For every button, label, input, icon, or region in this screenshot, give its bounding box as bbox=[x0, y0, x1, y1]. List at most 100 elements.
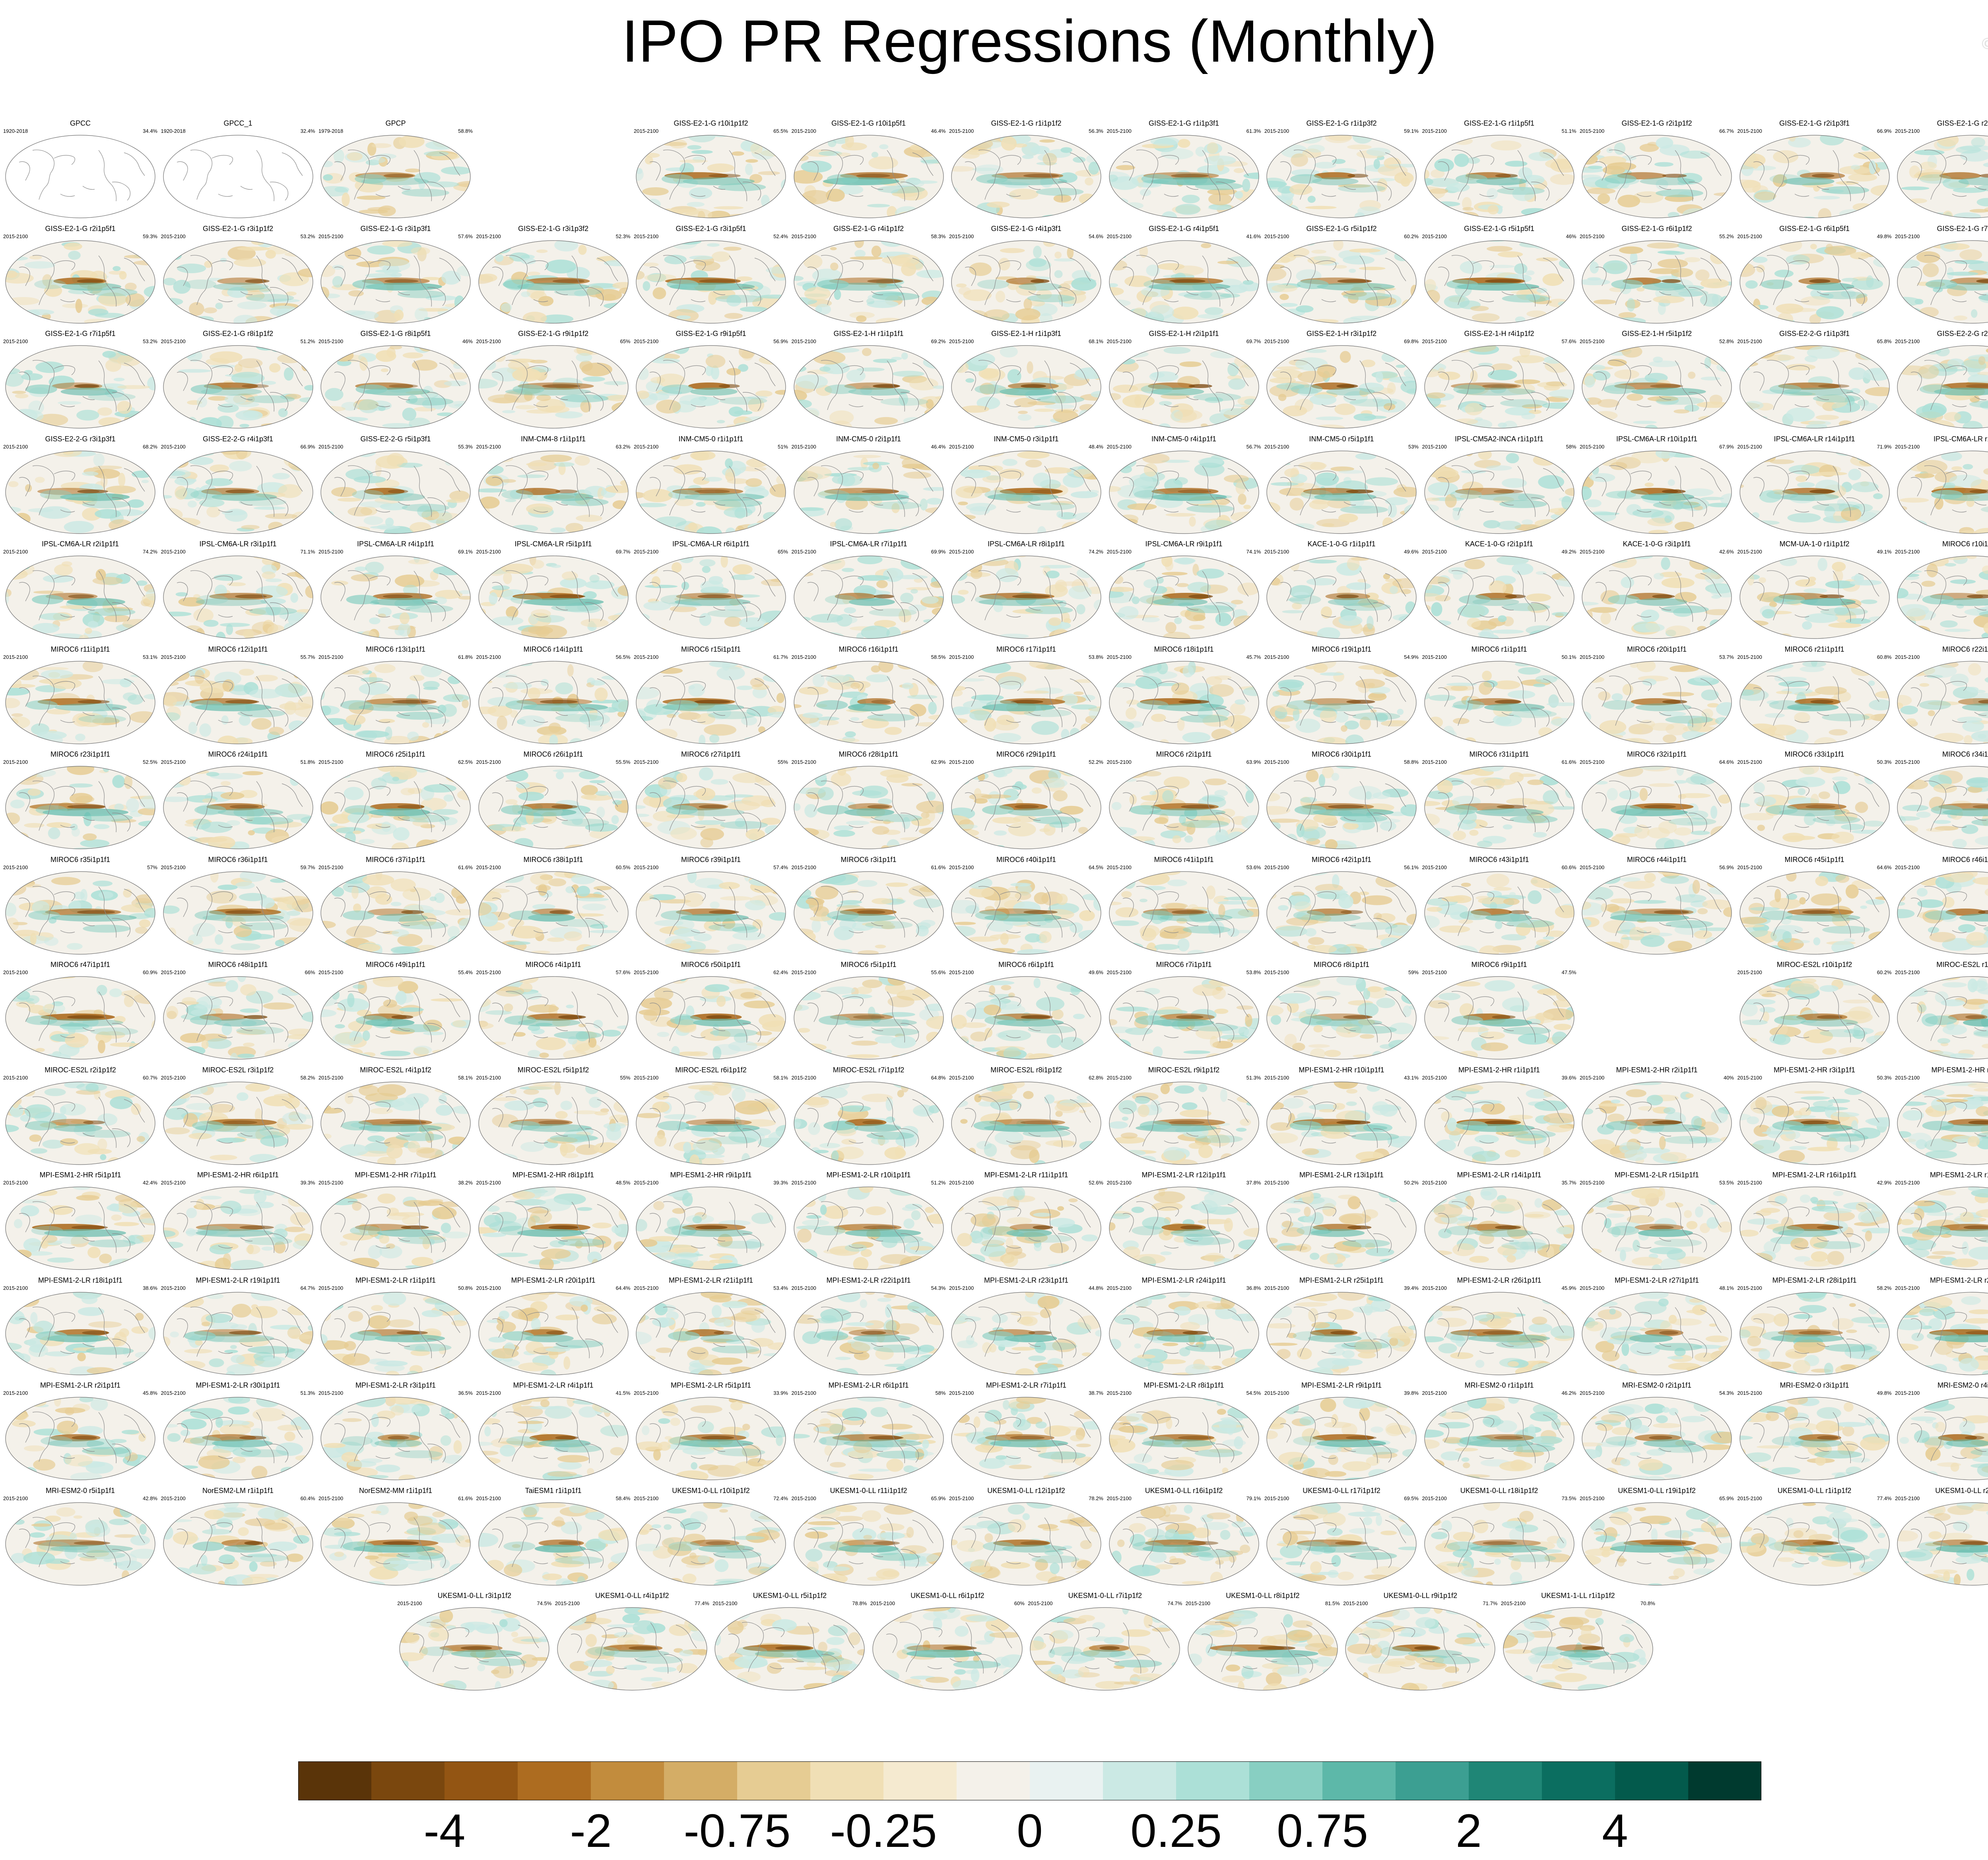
panel-period: 2015-2100 bbox=[161, 1180, 186, 1186]
panel-map bbox=[320, 240, 471, 324]
panel-title: MPI-ESM1-2-LR r28i1p1f1 bbox=[1772, 1276, 1857, 1284]
panel-map bbox=[872, 1607, 1023, 1691]
map-panel: MPI-ESM1-2-HR r5i1p1f1 2015-2100 42.4% bbox=[2, 1171, 158, 1272]
panel-period: 2015-2100 bbox=[3, 969, 28, 975]
panel-title: UKESM1-0-LL r3i1p1f2 bbox=[437, 1592, 512, 1600]
panel-variance-pct: 51.3% bbox=[1246, 1074, 1261, 1081]
panel-variance-pct: 61.6% bbox=[1561, 759, 1576, 765]
panel-map bbox=[399, 1607, 549, 1691]
panel-variance-pct: 58.1% bbox=[773, 1074, 788, 1081]
panel-map bbox=[1109, 1081, 1259, 1165]
panel-period: 2015-2100 bbox=[634, 233, 659, 239]
panel-title: GISS-E2-1-G r10i1p5f1 bbox=[831, 119, 906, 127]
panel-title: GISS-E2-2-G r1i1p3f1 bbox=[1779, 330, 1850, 338]
map-panel: GISS-E2-1-G r1i1p3f2 2015-2100 59.1% bbox=[1264, 119, 1419, 221]
map-panel: IPSL-CM6A-LR r7i1p1f1 2015-2100 69.9% bbox=[791, 540, 947, 641]
panel-period: 2015-2100 bbox=[318, 969, 344, 975]
panel-variance-pct: 49.2% bbox=[1561, 549, 1576, 555]
panel-period: 2015-2100 bbox=[318, 654, 344, 660]
panel-map bbox=[1503, 1607, 1653, 1691]
panel-period: 2015-2100 bbox=[1580, 654, 1605, 660]
panel-title: MPI-ESM1-2-LR r14i1p1f1 bbox=[1457, 1171, 1541, 1179]
panel-period: 2015-2100 bbox=[476, 233, 501, 239]
panel-map bbox=[1266, 1397, 1417, 1480]
panel-title: MPI-ESM1-2-LR r7i1p1f1 bbox=[986, 1381, 1067, 1389]
map-panel: MRI-ESM2-0 r1i1p1f1 2015-2100 46.2% bbox=[1421, 1381, 1577, 1483]
panel-period: 2015-2100 bbox=[3, 338, 28, 344]
panel-variance-pct: 65.9% bbox=[1719, 1495, 1734, 1501]
map-panel: MRI-ESM2-0 r3i1p1f1 2015-2100 49.8% bbox=[1737, 1381, 1893, 1483]
panel-variance-pct: 61.6% bbox=[458, 864, 473, 870]
panel-map bbox=[5, 1186, 155, 1270]
map-panel: MIROC6 r35i1p1f1 2015-2100 57% bbox=[2, 856, 158, 957]
panel-title: MPI-ESM1-2-LR r12i1p1f1 bbox=[1142, 1171, 1226, 1179]
panel-period: 2015-2100 bbox=[1580, 1285, 1605, 1291]
panel-period: 2015-2100 bbox=[1422, 338, 1447, 344]
map-panel: MIROC-ES2L r8i1p1f2 2015-2100 62.8% bbox=[948, 1066, 1104, 1167]
panel-period: 2015-2100 bbox=[634, 1074, 659, 1081]
panel-variance-pct: 49.1% bbox=[1877, 549, 1892, 555]
map-panel: INM-CM4-8 r1i1p1f1 2015-2100 63.2% bbox=[476, 435, 631, 536]
panel-title: MPI-ESM1-2-LR r16i1p1f1 bbox=[1772, 1171, 1857, 1179]
map-panel: IPSL-CM6A-LR r6i1p1f1 2015-2100 65% bbox=[633, 540, 789, 641]
panel-period: 2015-2100 bbox=[949, 338, 974, 344]
panel-title: GISS-E2-2-G r2i1p3f1 bbox=[1937, 330, 1988, 338]
panel-period: 2015-2100 bbox=[161, 1285, 186, 1291]
panel-period: 2015-2100 bbox=[1737, 128, 1762, 134]
colorbar-swatch bbox=[518, 1761, 591, 1800]
panel-title: IPSL-CM6A-LR r8i1p1f1 bbox=[987, 540, 1065, 548]
panel-period: 2015-2100 bbox=[161, 864, 186, 870]
panel-period: 2015-2100 bbox=[791, 1180, 816, 1186]
panel-map bbox=[478, 766, 629, 849]
panel-title: MIROC6 r11i1p1f1 bbox=[50, 645, 110, 653]
panel-map bbox=[1109, 1502, 1259, 1586]
map-panel: MPI-ESM1-2-LR r16i1p1f1 2015-2100 42.9% bbox=[1737, 1171, 1893, 1272]
panel-map bbox=[163, 976, 313, 1060]
panel-variance-pct: 46% bbox=[462, 338, 473, 344]
panel-period: 2015-2100 bbox=[476, 1074, 501, 1081]
panel-variance-pct: 36.8% bbox=[1246, 1285, 1261, 1291]
panel-period: 2015-2100 bbox=[1343, 1600, 1368, 1606]
panel-variance-pct: 50.2% bbox=[1404, 1180, 1419, 1186]
panel-map bbox=[793, 555, 944, 639]
panel-variance-pct: 58.2% bbox=[300, 1074, 315, 1081]
map-panel: MCM-UA-1-0 r1i1p1f2 2015-2100 49.1% bbox=[1737, 540, 1893, 641]
map-panel: MIROC6 r29i1p1f1 2015-2100 52.2% bbox=[948, 750, 1104, 852]
map-panel: GISS-E2-2-G r5i1p3f1 2015-2100 55.3% bbox=[318, 435, 474, 536]
map-panel: KACE-1-0-G r3i1p1f1 2015-2100 42.6% bbox=[1579, 540, 1735, 641]
panel-variance-pct: 53.2% bbox=[300, 233, 315, 239]
panel-variance-pct: 58.5% bbox=[931, 654, 946, 660]
map-panel: UKESM1-0-LL r10i1p1f2 2015-2100 72.4% bbox=[633, 1487, 789, 1588]
panel-map bbox=[1897, 450, 1988, 534]
panel-map bbox=[478, 871, 629, 955]
panel-variance-pct: 54.9% bbox=[1404, 654, 1419, 660]
panel-period: 2015-2100 bbox=[1107, 1180, 1132, 1186]
panel-title: GISS-E2-1-H r1i1p1f1 bbox=[833, 330, 904, 338]
map-panel: MPI-ESM1-2-HR r8i1p1f1 2015-2100 48.5% bbox=[476, 1171, 631, 1272]
panel-variance-pct: 64.8% bbox=[931, 1074, 946, 1081]
colorbar-tick-label: -2 bbox=[570, 1805, 612, 1857]
panel-variance-pct: 56.7% bbox=[1246, 443, 1261, 450]
map-panel: MPI-ESM1-2-LR r26i1p1f1 2015-2100 45.9% bbox=[1421, 1276, 1577, 1378]
panel-title: MIROC6 r34i1p1f1 bbox=[1942, 750, 1988, 758]
map-panel: UKESM1-0-LL r8i1p1f2 2015-2100 81.5% bbox=[1185, 1592, 1341, 1693]
panel-variance-pct: 58.4% bbox=[615, 1495, 631, 1501]
panel-variance-pct: 53.8% bbox=[1246, 969, 1261, 975]
panel-variance-pct: 52.4% bbox=[773, 233, 788, 239]
panel-variance-pct: 54.6% bbox=[1089, 233, 1103, 239]
panel-period: 2015-2100 bbox=[634, 1180, 659, 1186]
panel-period: 2015-2100 bbox=[1895, 128, 1920, 134]
panel-map bbox=[951, 240, 1101, 324]
panel-map bbox=[951, 135, 1101, 218]
panel-period: 2015-2100 bbox=[1107, 233, 1132, 239]
panel-period: 2015-2100 bbox=[791, 233, 816, 239]
map-panel: GISS-E2-1-G r2i1p3f1 2015-2100 66.9% bbox=[1737, 119, 1893, 221]
panel-map bbox=[636, 1291, 786, 1375]
panel-title: GISS-E2-2-G r4i1p3f1 bbox=[202, 435, 274, 443]
panel-variance-pct: 57% bbox=[147, 864, 157, 870]
panel-variance-pct: 77.4% bbox=[1877, 1495, 1892, 1501]
panel-title: GISS-E2-1-G r3i1p3f2 bbox=[518, 224, 589, 233]
panel-variance-pct: 59% bbox=[1408, 969, 1419, 975]
panel-variance-pct: 71.9% bbox=[1877, 443, 1892, 450]
panel-period: 2015-2100 bbox=[3, 864, 28, 870]
